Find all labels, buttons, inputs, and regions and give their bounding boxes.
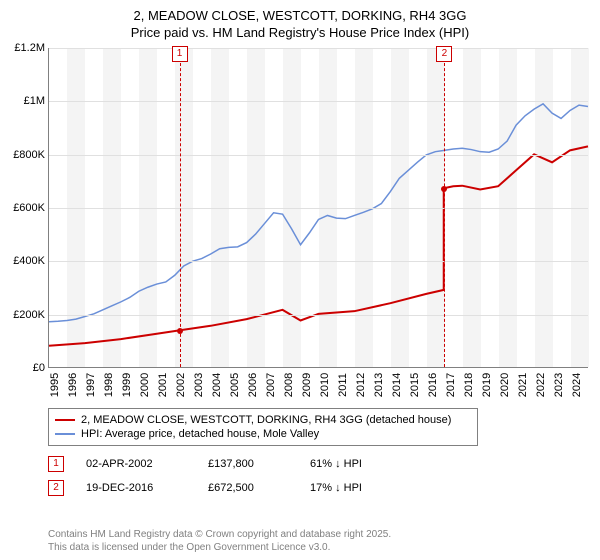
title-block: 2, MEADOW CLOSE, WESTCOTT, DORKING, RH4 … xyxy=(0,0,600,42)
x-axis-label: 2014 xyxy=(391,373,403,397)
chart-plot-area: £0£200K£400K£600K£800K£1M£1.2M1995199619… xyxy=(48,48,588,368)
gridline-horizontal xyxy=(49,155,588,156)
x-axis-label: 2000 xyxy=(139,373,151,397)
transaction-marker-box: 2 xyxy=(436,46,452,62)
y-axis-label: £1.2M xyxy=(5,42,45,54)
x-axis-label: 2012 xyxy=(355,373,367,397)
price-row-date: 19-DEC-2016 xyxy=(86,482,186,494)
price-row-marker: 2 xyxy=(48,480,64,496)
x-axis-label: 1996 xyxy=(67,373,79,397)
x-axis-label: 2020 xyxy=(499,373,511,397)
price-row-date: 02-APR-2002 xyxy=(86,458,186,470)
x-axis-label: 2003 xyxy=(193,373,205,397)
price-row-comparison: 17% ↓ HPI xyxy=(310,482,410,494)
transaction-marker-line xyxy=(180,48,181,367)
x-axis-label: 1995 xyxy=(49,373,61,397)
x-axis-label: 2017 xyxy=(445,373,457,397)
legend-label: 2, MEADOW CLOSE, WESTCOTT, DORKING, RH4 … xyxy=(81,414,451,426)
transaction-marker-box: 1 xyxy=(172,46,188,62)
legend-item: 2, MEADOW CLOSE, WESTCOTT, DORKING, RH4 … xyxy=(55,413,471,427)
x-axis-label: 2007 xyxy=(265,373,277,397)
x-axis-label: 2002 xyxy=(175,373,187,397)
y-axis-label: £600K xyxy=(5,202,45,214)
price-row-price: £672,500 xyxy=(208,482,288,494)
gridline-horizontal xyxy=(49,48,588,49)
x-axis-label: 2015 xyxy=(409,373,421,397)
x-axis-label: 2011 xyxy=(337,373,349,397)
transaction-dot xyxy=(177,328,183,334)
legend-swatch xyxy=(55,433,75,435)
price-row: 2 19-DEC-2016 £672,500 17% ↓ HPI xyxy=(48,476,410,500)
x-axis-label: 2023 xyxy=(553,373,565,397)
transaction-dot xyxy=(441,186,447,192)
x-axis-label: 1998 xyxy=(103,373,115,397)
y-axis-label: £1M xyxy=(5,95,45,107)
x-axis-label: 2018 xyxy=(463,373,475,397)
x-axis-label: 2010 xyxy=(319,373,331,397)
x-axis-label: 2008 xyxy=(283,373,295,397)
y-axis-label: £800K xyxy=(5,149,45,161)
footer-attribution: Contains HM Land Registry data © Crown c… xyxy=(48,528,391,554)
gridline-horizontal xyxy=(49,315,588,316)
x-axis-label: 2006 xyxy=(247,373,259,397)
x-axis-label: 2001 xyxy=(157,373,169,397)
gridline-horizontal xyxy=(49,261,588,262)
price-row-marker: 1 xyxy=(48,456,64,472)
x-axis-label: 2013 xyxy=(373,373,385,397)
hpi-line xyxy=(49,104,588,322)
chart-container: 2, MEADOW CLOSE, WESTCOTT, DORKING, RH4 … xyxy=(0,0,600,560)
price-row-comparison: 61% ↓ HPI xyxy=(310,458,410,470)
gridline-horizontal xyxy=(49,208,588,209)
x-axis-label: 2004 xyxy=(211,373,223,397)
price-row-price: £137,800 xyxy=(208,458,288,470)
legend-swatch xyxy=(55,419,75,421)
price-paid-line xyxy=(49,146,588,345)
footer-line-1: Contains HM Land Registry data © Crown c… xyxy=(48,528,391,541)
y-axis-label: £0 xyxy=(5,362,45,374)
x-axis-label: 2021 xyxy=(517,373,529,397)
footer-line-2: This data is licensed under the Open Gov… xyxy=(48,541,391,554)
x-axis-label: 1997 xyxy=(85,373,97,397)
gridline-horizontal xyxy=(49,101,588,102)
x-axis-label: 2016 xyxy=(427,373,439,397)
legend-label: HPI: Average price, detached house, Mole… xyxy=(81,428,319,440)
price-table: 1 02-APR-2002 £137,800 61% ↓ HPI 2 19-DEC-201… xyxy=(48,452,410,500)
y-axis-label: £400K xyxy=(5,255,45,267)
x-axis-label: 2005 xyxy=(229,373,241,397)
y-axis-label: £200K xyxy=(5,309,45,321)
x-axis-label: 2009 xyxy=(301,373,313,397)
x-axis-label: 2022 xyxy=(535,373,547,397)
legend-item: HPI: Average price, detached house, Mole… xyxy=(55,427,471,441)
x-axis-label: 2019 xyxy=(481,373,493,397)
transaction-marker-line xyxy=(444,48,445,367)
title-line-2: Price paid vs. HM Land Registry's House … xyxy=(0,25,600,42)
price-row: 1 02-APR-2002 £137,800 61% ↓ HPI xyxy=(48,452,410,476)
x-axis-label: 1999 xyxy=(121,373,133,397)
legend-box: 2, MEADOW CLOSE, WESTCOTT, DORKING, RH4 … xyxy=(48,408,478,446)
x-axis-label: 2024 xyxy=(571,373,583,397)
title-line-1: 2, MEADOW CLOSE, WESTCOTT, DORKING, RH4 … xyxy=(0,8,600,25)
